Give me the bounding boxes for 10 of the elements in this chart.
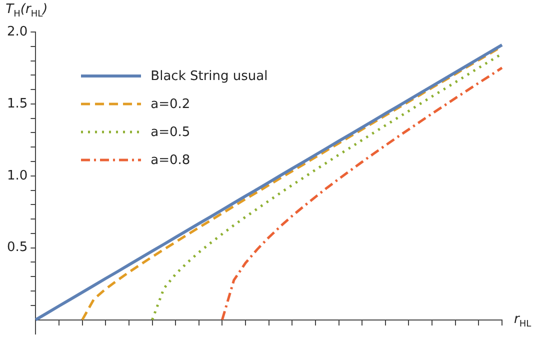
legend-label: a=0.2	[150, 96, 190, 112]
y-tick-label: 1.0	[6, 168, 28, 184]
legend-label: a=0.8	[150, 152, 190, 168]
legend-label: Black String usual	[150, 68, 268, 84]
y-tick-label: 2.0	[6, 24, 28, 40]
x-axis-title: r$_{HL}$	[514, 312, 532, 330]
y-tick-label: 1.5	[6, 96, 28, 112]
legend-label: a=0.5	[150, 124, 190, 140]
y-axis-title: T$_{H}$(r$_{HL}$)	[6, 2, 48, 20]
y-tick-label: 0.5	[6, 240, 28, 256]
